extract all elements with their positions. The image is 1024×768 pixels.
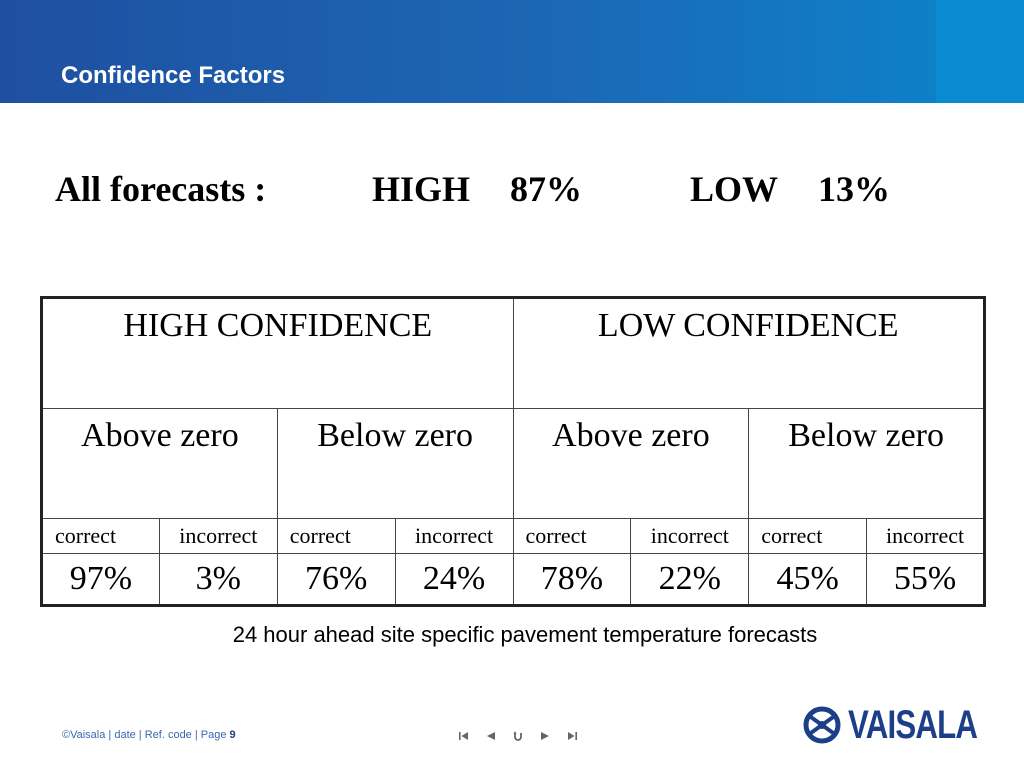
summary-high-value: 87% [510, 169, 582, 209]
summary-low-label: LOW [690, 169, 779, 209]
summary-label: All forecasts : [55, 169, 267, 209]
header-accent [936, 0, 1024, 103]
subgroup-header: Above zero [41, 408, 278, 519]
outcome-header: incorrect [630, 518, 750, 554]
subgroup-header: Above zero [512, 408, 750, 519]
table-cell-value: 97% [41, 553, 160, 606]
summary-low-value: 13% [818, 169, 890, 209]
table-cell-value: 22% [630, 553, 750, 606]
confidence-table: HIGH CONFIDENCE LOW CONFIDENCE Above zer… [40, 296, 986, 607]
next-slide-icon[interactable] [531, 727, 558, 745]
slide-title: Confidence Factors [61, 62, 286, 89]
slide-footer: ©Vaisala | date | Ref. code | Page 9 [62, 729, 236, 741]
table-cell-value: 3% [158, 553, 278, 606]
outcome-header: correct [276, 518, 396, 554]
outcome-header: correct [512, 518, 632, 554]
slide-navigation [450, 727, 585, 745]
slide-header: Confidence Factors [0, 0, 1024, 103]
logo-wordmark: VAISALA [848, 703, 978, 747]
table-caption: 24 hour ahead site specific pavement tem… [232, 622, 818, 647]
vaisala-logo-icon [803, 706, 841, 744]
previous-slide-icon[interactable] [477, 727, 504, 745]
first-slide-icon[interactable] [450, 727, 477, 745]
forecast-summary: All forecasts : HIGH 87% LOW 13% [55, 168, 890, 420]
table-cell-value: 55% [866, 553, 985, 606]
summary-high-label: HIGH [372, 169, 471, 209]
group-header-high: HIGH CONFIDENCE [41, 297, 514, 409]
outcome-header: correct [748, 518, 868, 554]
subgroup-header: Below zero [748, 408, 985, 519]
table-cell-value: 45% [748, 553, 868, 606]
page-number: 9 [229, 729, 236, 741]
outcome-header: incorrect [394, 518, 514, 554]
table-cell-value: 78% [512, 553, 632, 606]
table-cell-value: 24% [394, 553, 514, 606]
last-slide-icon[interactable] [558, 727, 585, 745]
table-cell-value: 76% [276, 553, 396, 606]
subgroup-header: Below zero [276, 408, 514, 519]
footer-text: ©Vaisala | date | Ref. code | Page [62, 729, 230, 741]
outcome-header: incorrect [866, 518, 985, 554]
outcome-header: incorrect [158, 518, 278, 554]
vaisala-logo: VAISALA [800, 703, 978, 747]
return-icon[interactable] [504, 727, 531, 745]
group-header-low: LOW CONFIDENCE [512, 297, 985, 409]
outcome-header: correct [41, 518, 160, 554]
